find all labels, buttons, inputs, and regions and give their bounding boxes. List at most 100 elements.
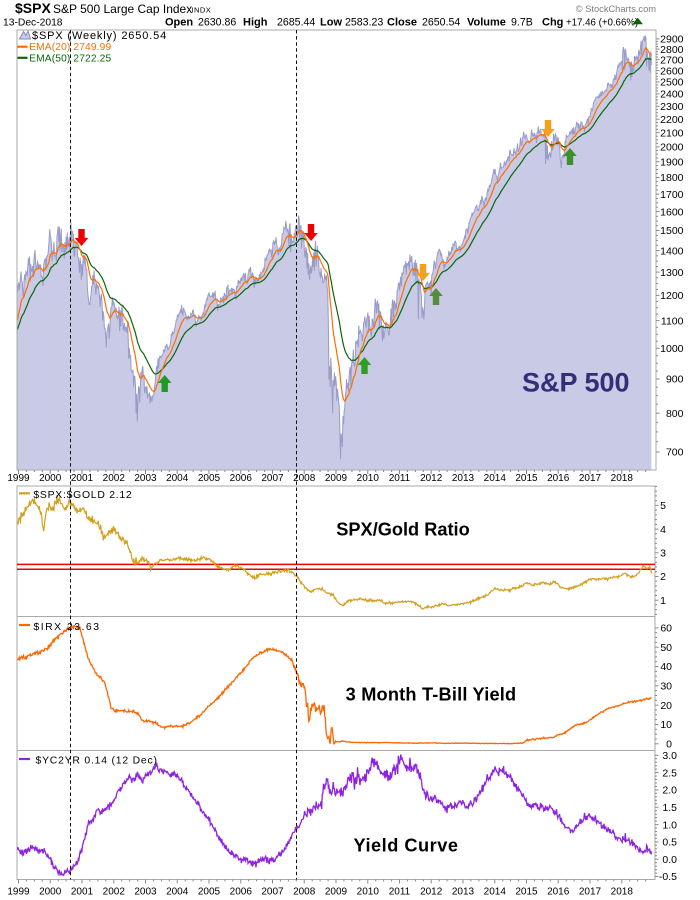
svg-text:2016: 2016 xyxy=(547,473,570,484)
svg-text:1200: 1200 xyxy=(660,290,684,302)
svg-text:2000: 2000 xyxy=(660,142,684,154)
svg-text:2001: 2001 xyxy=(71,887,94,898)
svg-text:2630.86: 2630.86 xyxy=(198,17,236,29)
svg-text:Close: Close xyxy=(387,17,417,29)
svg-text:2005: 2005 xyxy=(198,887,221,898)
svg-text:© StockCharts.com: © StockCharts.com xyxy=(576,4,656,14)
svg-text:0.0: 0.0 xyxy=(662,854,677,866)
svg-text:+17.46 (+0.66%): +17.46 (+0.66%) xyxy=(566,18,638,29)
svg-text:1300: 1300 xyxy=(660,267,684,279)
svg-text:20: 20 xyxy=(660,700,672,712)
svg-text:2007: 2007 xyxy=(261,887,284,898)
svg-text:Low: Low xyxy=(320,17,342,29)
svg-text:1100: 1100 xyxy=(661,315,684,327)
svg-text:1.5: 1.5 xyxy=(662,802,677,814)
svg-text:2009: 2009 xyxy=(325,473,348,484)
svg-text:$SPX (Weekly) 2650.54: $SPX (Weekly) 2650.54 xyxy=(32,30,167,42)
svg-text:1: 1 xyxy=(660,595,666,607)
svg-text:2000: 2000 xyxy=(39,887,62,898)
svg-text:2900: 2900 xyxy=(660,34,684,46)
svg-text:0.5: 0.5 xyxy=(662,837,677,849)
svg-text:2300: 2300 xyxy=(660,101,684,113)
svg-text:2005: 2005 xyxy=(198,473,221,484)
svg-text:EMA(20) 2749.99: EMA(20) 2749.99 xyxy=(29,42,111,53)
svg-text:2018: 2018 xyxy=(611,887,634,898)
svg-text:Volume: Volume xyxy=(467,17,506,29)
svg-text:2008: 2008 xyxy=(293,887,316,898)
svg-text:2012: 2012 xyxy=(420,887,443,898)
svg-text:0: 0 xyxy=(666,739,672,751)
svg-text:2100: 2100 xyxy=(660,127,684,139)
svg-text:2002: 2002 xyxy=(103,887,126,898)
svg-text:2004: 2004 xyxy=(166,887,189,898)
svg-text:900: 900 xyxy=(666,374,684,386)
svg-text:$SPX:$GOLD 2.12: $SPX:$GOLD 2.12 xyxy=(33,490,132,501)
svg-text:2685.44: 2685.44 xyxy=(277,17,315,29)
svg-text:40: 40 xyxy=(660,661,672,673)
svg-text:SPX/Gold Ratio: SPX/Gold Ratio xyxy=(336,520,469,540)
svg-text:2011: 2011 xyxy=(389,887,411,898)
svg-text:2016: 2016 xyxy=(547,887,570,898)
svg-text:2800: 2800 xyxy=(660,44,684,56)
svg-text:1600: 1600 xyxy=(660,206,684,218)
svg-text:2650.54: 2650.54 xyxy=(422,17,460,29)
svg-text:4: 4 xyxy=(660,524,666,536)
svg-text:2001: 2001 xyxy=(71,473,94,484)
svg-text:2003: 2003 xyxy=(134,887,157,898)
svg-text:3 Month T-Bill Yield: 3 Month T-Bill Yield xyxy=(346,685,517,705)
svg-text:10: 10 xyxy=(660,719,672,731)
svg-text:700: 700 xyxy=(666,447,684,459)
svg-text:2013: 2013 xyxy=(452,887,475,898)
svg-text:2.0: 2.0 xyxy=(662,785,677,797)
svg-text:$YC2YR 0.14 (12 Dec): $YC2YR 0.14 (12 Dec) xyxy=(36,756,158,767)
svg-text:3: 3 xyxy=(660,548,666,560)
svg-text:1500: 1500 xyxy=(660,225,684,237)
svg-text:2012: 2012 xyxy=(420,473,443,484)
svg-text:2006: 2006 xyxy=(230,887,253,898)
svg-text:60: 60 xyxy=(660,623,672,635)
svg-text:13-Dec-2018: 13-Dec-2018 xyxy=(3,18,63,29)
svg-text:S&P 500: S&P 500 xyxy=(522,368,630,398)
svg-text:3.0: 3.0 xyxy=(662,750,677,762)
svg-text:2004: 2004 xyxy=(166,473,189,484)
svg-text:S&P 500 Large Cap Index: S&P 500 Large Cap Index xyxy=(53,2,192,16)
svg-text:50: 50 xyxy=(660,642,672,654)
svg-text:1900: 1900 xyxy=(660,157,684,169)
svg-text:1400: 1400 xyxy=(660,245,684,257)
svg-text:$IRX 23.63: $IRX 23.63 xyxy=(34,622,101,633)
svg-text:2010: 2010 xyxy=(357,473,380,484)
svg-text:5: 5 xyxy=(660,500,666,512)
svg-text:-0.5: -0.5 xyxy=(659,871,677,883)
svg-text:1800: 1800 xyxy=(660,172,684,184)
svg-text:9.7B: 9.7B xyxy=(511,17,533,29)
svg-text:1999: 1999 xyxy=(7,473,30,484)
svg-text:2500: 2500 xyxy=(660,77,684,89)
svg-text:2010: 2010 xyxy=(357,887,380,898)
svg-text:Open: Open xyxy=(165,17,193,29)
svg-text:2009: 2009 xyxy=(325,887,348,898)
svg-text:2017: 2017 xyxy=(579,887,602,898)
svg-text:1700: 1700 xyxy=(660,189,684,201)
svg-text:2600: 2600 xyxy=(660,65,684,77)
svg-text:2200: 2200 xyxy=(660,114,684,126)
svg-text:2700: 2700 xyxy=(660,54,684,66)
svg-text:2002: 2002 xyxy=(103,473,126,484)
svg-text:EMA(50) 2722.25: EMA(50) 2722.25 xyxy=(29,53,111,64)
svg-text:2018: 2018 xyxy=(611,473,634,484)
svg-text:Chg: Chg xyxy=(542,17,563,29)
svg-text:High: High xyxy=(243,17,268,29)
svg-text:2.5: 2.5 xyxy=(662,767,677,779)
svg-text:2008: 2008 xyxy=(293,473,316,484)
svg-text:2014: 2014 xyxy=(484,473,507,484)
svg-text:2400: 2400 xyxy=(660,89,684,101)
svg-text:2006: 2006 xyxy=(230,473,253,484)
svg-text:2003: 2003 xyxy=(134,473,157,484)
svg-text:2007: 2007 xyxy=(261,473,284,484)
svg-text:2: 2 xyxy=(660,571,666,583)
svg-text:1999: 1999 xyxy=(7,887,30,898)
svg-text:800: 800 xyxy=(666,408,684,420)
svg-text:2583.23: 2583.23 xyxy=(345,17,383,29)
svg-text:30: 30 xyxy=(660,681,672,693)
svg-text:1.0: 1.0 xyxy=(662,819,677,831)
svg-text:2014: 2014 xyxy=(484,887,507,898)
